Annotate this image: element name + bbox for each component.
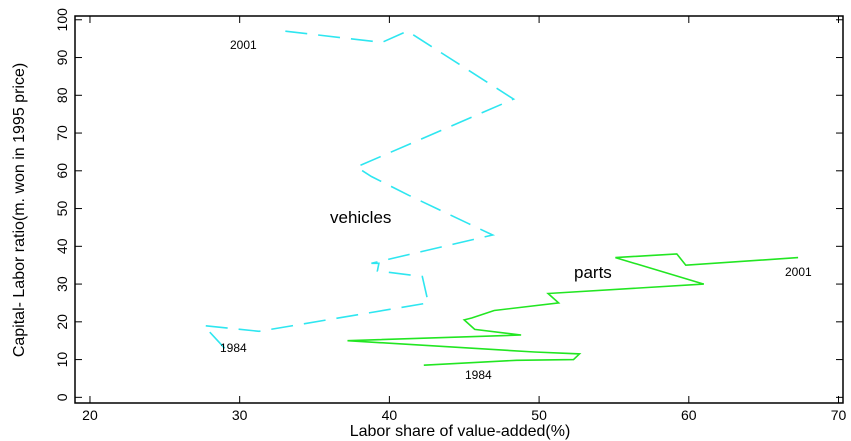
- plot-frame: [74, 15, 844, 404]
- x-tick-label: 60: [681, 407, 697, 423]
- y-tick-label: 30: [54, 276, 70, 292]
- y-tick-label: 50: [54, 201, 70, 217]
- y-tick-label: 100: [54, 8, 70, 32]
- y-tick-label: 20: [54, 314, 70, 330]
- x-tick-label: 70: [831, 407, 847, 423]
- annotation: 1984: [465, 368, 492, 382]
- y-tick-label: 70: [54, 125, 70, 141]
- series-line: [201, 30, 516, 349]
- y-tick-label: 90: [54, 50, 70, 66]
- annotation: vehicles: [330, 208, 391, 227]
- y-tick-label: 40: [54, 238, 70, 254]
- annotation: parts: [574, 263, 612, 282]
- annotation: 1984: [220, 341, 247, 355]
- annotation: 2001: [785, 265, 812, 279]
- x-tick-label: 40: [382, 407, 398, 423]
- series-line: [347, 253, 799, 366]
- y-tick-label: 60: [54, 163, 70, 179]
- y-axis-label: Capital- Labor ratio(m. won in 1995 pric…: [11, 63, 28, 357]
- y-tick-label: 0: [54, 393, 70, 401]
- y-tick-label: 10: [54, 352, 70, 368]
- x-tick-label: 30: [232, 407, 248, 423]
- annotation: 2001: [230, 38, 257, 52]
- y-tick-label: 80: [54, 87, 70, 103]
- x-tick-label: 20: [82, 407, 98, 423]
- x-axis-label: Labor share of value-added(%): [350, 423, 571, 440]
- x-tick-label: 50: [531, 407, 547, 423]
